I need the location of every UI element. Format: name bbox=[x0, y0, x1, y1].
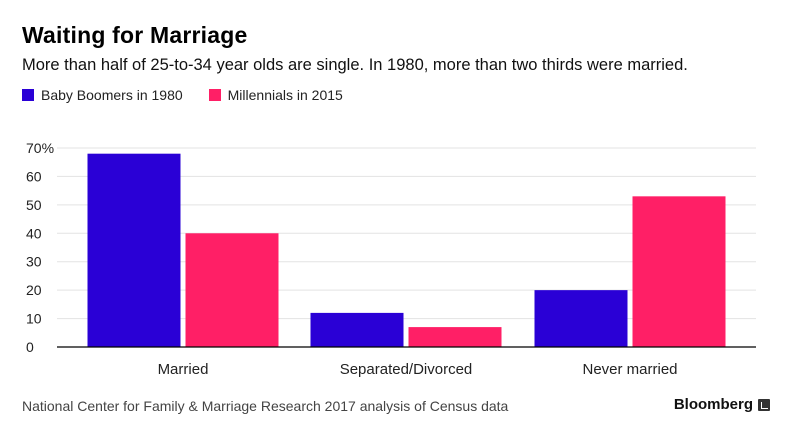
bar-millennials bbox=[632, 196, 726, 347]
legend-swatch-millennials bbox=[208, 89, 221, 101]
y-tick-label: 70% bbox=[26, 140, 54, 156]
y-tick-label: 30 bbox=[26, 254, 42, 270]
y-tick-label: 50 bbox=[26, 197, 42, 213]
bar-millennials bbox=[185, 233, 279, 347]
brand-name: Bloomberg bbox=[673, 396, 753, 413]
legend-item-boomers: Baby Boomers in 1980 bbox=[22, 87, 183, 103]
legend-label-boomers: Baby Boomers in 1980 bbox=[41, 87, 183, 103]
bar-boomers bbox=[310, 312, 404, 347]
source-note: National Center for Family & Marriage Re… bbox=[22, 398, 509, 414]
bar-boomers bbox=[87, 153, 181, 347]
x-category-label: Married bbox=[158, 361, 209, 378]
y-tick-label: 10 bbox=[26, 311, 42, 327]
legend: Baby Boomers in 1980 Millennials in 2015 bbox=[22, 87, 343, 103]
bar-millennials bbox=[408, 327, 502, 347]
y-tick-label: 20 bbox=[26, 282, 42, 298]
y-tick-label: 0 bbox=[26, 339, 34, 355]
chart-icon bbox=[758, 398, 770, 411]
legend-label-millennials: Millennials in 2015 bbox=[227, 87, 343, 103]
bar-chart: 0 10 20 30 40 50 60 70% Married Separated/Divorce… bbox=[26, 140, 756, 378]
x-category-label: Never married bbox=[582, 361, 677, 378]
legend-item-millennials: Millennials in 2015 bbox=[208, 87, 343, 103]
bar-boomers bbox=[534, 290, 628, 347]
chart-subtitle: More than half of 25-to-34 year olds are… bbox=[22, 56, 688, 74]
y-tick-label: 60 bbox=[26, 168, 42, 184]
chart-title: Waiting for Marriage bbox=[22, 22, 248, 48]
brand-logo: Bloomberg bbox=[674, 396, 770, 413]
legend-swatch-boomers bbox=[22, 89, 34, 101]
x-category-label: Separated/Divorced bbox=[340, 361, 473, 378]
y-tick-label: 40 bbox=[26, 225, 42, 241]
